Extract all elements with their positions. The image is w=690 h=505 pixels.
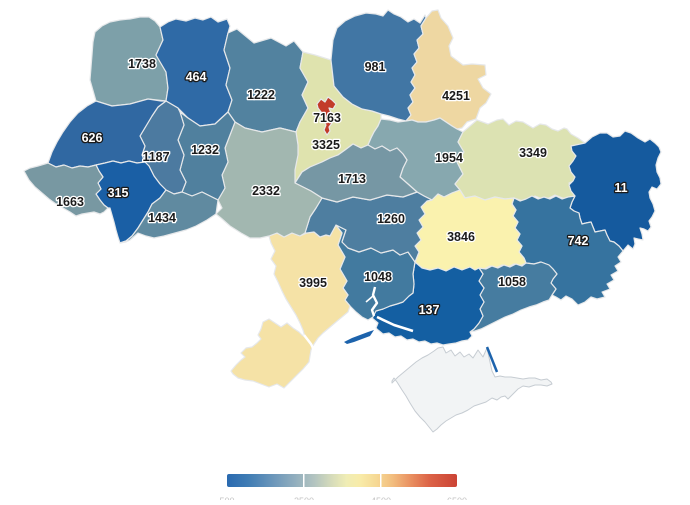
svg-text:137: 137 [419,303,440,317]
svg-text:1434: 1434 [148,211,176,225]
svg-text:981: 981 [365,60,386,74]
svg-text:7163: 7163 [313,111,341,125]
svg-text:626: 626 [82,131,103,145]
svg-text:1260: 1260 [377,212,405,226]
svg-text:742: 742 [568,234,589,248]
svg-text:1187: 1187 [142,150,169,164]
svg-text:1048: 1048 [364,270,392,284]
svg-text:500: 500 [219,496,234,500]
svg-text:1713: 1713 [338,172,366,186]
svg-text:11: 11 [614,181,627,195]
svg-text:1222: 1222 [247,88,275,102]
svg-text:4251: 4251 [442,89,470,103]
svg-text:464: 464 [186,70,207,84]
svg-text:6500: 6500 [447,496,467,500]
svg-text:1738: 1738 [128,57,156,71]
svg-text:1663: 1663 [56,195,84,209]
svg-text:315: 315 [108,186,129,200]
svg-text:1058: 1058 [498,275,526,289]
svg-text:3846: 3846 [447,230,475,244]
svg-text:4500: 4500 [371,496,391,500]
svg-text:1954: 1954 [435,151,463,165]
svg-text:3995: 3995 [299,276,327,290]
svg-text:2500: 2500 [294,496,314,500]
svg-text:3349: 3349 [519,146,547,160]
svg-text:1232: 1232 [191,143,219,157]
svg-text:3325: 3325 [312,138,340,152]
svg-text:2332: 2332 [252,184,280,198]
